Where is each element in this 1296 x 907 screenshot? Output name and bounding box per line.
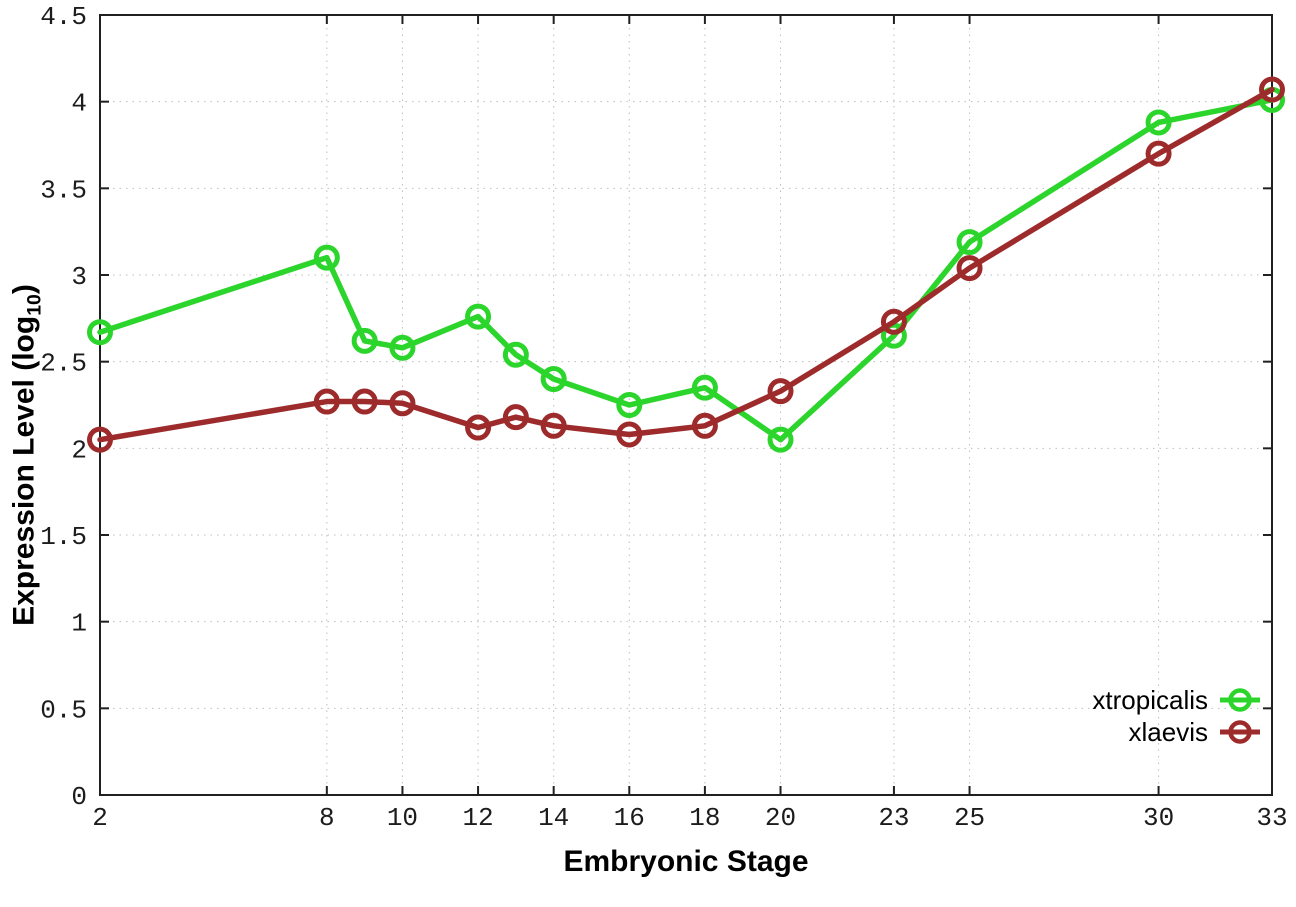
x-tick-label: 8	[319, 803, 335, 833]
data-point-xlaevis	[1259, 76, 1285, 103]
data-point-xlaevis	[351, 388, 378, 415]
y-tick-label: 0	[71, 782, 87, 812]
x-tick-label: 20	[765, 803, 796, 833]
y-tick-label: 4	[71, 89, 87, 119]
y-axis-title-suffix: )	[7, 284, 41, 295]
x-tick-label: 23	[878, 803, 909, 833]
data-point-xtropicalis	[502, 341, 529, 368]
line-point-marker-icon	[1220, 720, 1260, 744]
y-tick-label: 3	[71, 262, 87, 292]
data-point-xtropicalis	[351, 327, 378, 354]
y-tick-label: 0.5	[40, 695, 87, 725]
data-point-xtropicalis	[616, 392, 643, 418]
x-tick-label: 12	[462, 803, 493, 833]
data-point-xlaevis	[540, 412, 567, 439]
data-point-xtropicalis	[313, 244, 340, 271]
data-point-xlaevis	[465, 414, 492, 441]
data-point-xtropicalis	[1145, 109, 1172, 136]
y-tick-label: 1.5	[40, 522, 87, 552]
x-tick-label: 16	[614, 803, 645, 833]
legend: xtropicalis xlaevis	[1092, 684, 1262, 748]
x-tick-label: 14	[538, 803, 569, 833]
y-tick-label: 4.5	[40, 2, 87, 32]
x-tick-label: 25	[954, 803, 985, 833]
data-point-xlaevis	[389, 390, 416, 417]
data-point-xlaevis	[616, 421, 643, 448]
data-point-xtropicalis	[691, 374, 718, 401]
y-axis-title-text: Expression Level (log	[7, 315, 41, 626]
legend-item-xtropicalis: xtropicalis	[1092, 684, 1262, 716]
y-tick-label: 2	[71, 435, 87, 465]
data-point-xtropicalis	[389, 334, 416, 361]
series-line-xtropicalis	[97, 97, 1275, 443]
y-tick-label: 1	[71, 609, 87, 639]
x-tick-label: 2	[92, 803, 108, 833]
data-point-xtropicalis	[880, 322, 907, 349]
data-point-xlaevis	[767, 378, 794, 405]
data-point-xtropicalis	[540, 366, 567, 392]
data-point-xlaevis	[956, 255, 983, 282]
x-tick-label: 30	[1143, 803, 1174, 833]
data-point-xlaevis	[1145, 140, 1172, 167]
data-point-xlaevis	[691, 412, 718, 439]
data-point-xlaevis	[87, 426, 113, 453]
data-point-xtropicalis	[87, 319, 113, 346]
data-point-xlaevis	[880, 308, 907, 335]
x-tick-label: 33	[1256, 803, 1287, 833]
data-point-xtropicalis	[956, 229, 983, 256]
legend-label-xlaevis: xlaevis	[1128, 716, 1208, 747]
y-axis-title: Expression Level (log10)	[8, 284, 47, 626]
plot-border	[99, 14, 1273, 796]
legend-label-xtropicalis: xtropicalis	[1092, 684, 1208, 715]
data-point-xtropicalis	[465, 303, 492, 330]
line-point-marker-icon	[1220, 688, 1260, 712]
x-tick-label: 18	[689, 803, 720, 833]
data-point-xlaevis	[313, 388, 340, 415]
legend-item-xlaevis: xlaevis	[1092, 716, 1262, 748]
y-tick-label: 2.5	[40, 349, 87, 379]
data-point-xlaevis	[502, 404, 529, 431]
data-point-xtropicalis	[767, 426, 794, 453]
y-axis-title-subscript: 10	[23, 294, 46, 316]
series-line-xlaevis	[97, 86, 1275, 443]
y-tick-label: 3.5	[40, 175, 87, 205]
x-tick-label: 10	[387, 803, 418, 833]
x-axis-title: Embryonic Stage	[563, 845, 809, 878]
